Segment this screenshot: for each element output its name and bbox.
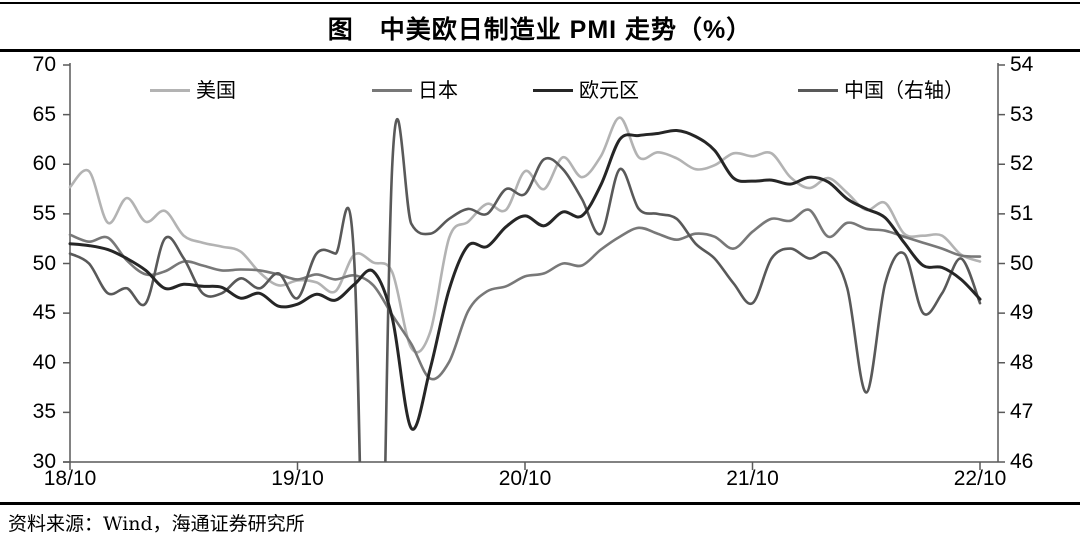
left-axis-label: 55 bbox=[32, 201, 56, 225]
x-axis-label: 18/10 bbox=[43, 467, 97, 490]
legend-label-japan: 日本 bbox=[418, 78, 458, 102]
china-line-swatch bbox=[798, 88, 838, 92]
right-axis-label: 54 bbox=[1010, 53, 1034, 76]
right-axis-label: 49 bbox=[1010, 301, 1034, 325]
legend-label-eurozone: 欧元区 bbox=[579, 78, 639, 102]
legend-item-china: 中国（右轴） bbox=[798, 79, 964, 101]
eurozone-series-line bbox=[68, 128, 982, 431]
us-line-swatch bbox=[150, 88, 190, 92]
legend-item-eurozone: 欧元区 bbox=[533, 79, 639, 101]
left-axis-label: 70 bbox=[32, 53, 56, 76]
right-axis-label: 47 bbox=[1010, 400, 1034, 424]
japan-series-line bbox=[68, 208, 982, 381]
bottom-rule bbox=[0, 502, 1080, 505]
x-axis-label: 22/10 bbox=[953, 467, 1007, 490]
x-axis-label: 20/10 bbox=[498, 467, 552, 490]
left-axis-label: 40 bbox=[32, 350, 56, 374]
top-rule bbox=[0, 2, 1080, 4]
right-axis-label: 53 bbox=[1010, 102, 1034, 126]
chart-title: 图 中美欧日制造业 PMI 走势（%） bbox=[327, 16, 753, 44]
right-axis-label: 46 bbox=[1010, 450, 1034, 473]
left-axis-label: 50 bbox=[32, 251, 56, 275]
left-axis-label: 65 bbox=[32, 102, 56, 126]
eurozone-line-swatch bbox=[533, 88, 573, 92]
right-axis-label: 51 bbox=[1010, 201, 1034, 225]
left-axis-label: 35 bbox=[32, 400, 56, 424]
left-axis-label: 30 bbox=[32, 450, 56, 473]
title-rule bbox=[0, 49, 1080, 52]
x-axis-label: 19/10 bbox=[271, 467, 324, 490]
left-axis-label: 45 bbox=[32, 301, 56, 325]
source-note: 资料来源：Wind，海通证券研究所 bbox=[8, 513, 305, 535]
left-axis-label: 60 bbox=[32, 152, 56, 176]
legend-item-us: 美国 bbox=[150, 79, 236, 101]
x-axis-label: 21/10 bbox=[726, 467, 779, 490]
legend-label-china: 中国（右轴） bbox=[844, 78, 964, 102]
right-axis-label: 48 bbox=[1010, 350, 1034, 374]
legend-item-japan: 日本 bbox=[372, 79, 458, 101]
us-series-line bbox=[68, 116, 982, 354]
japan-line-swatch bbox=[372, 88, 412, 92]
right-axis-label: 50 bbox=[1010, 251, 1034, 275]
legend-label-us: 美国 bbox=[196, 78, 236, 102]
china-series-line bbox=[68, 117, 982, 463]
right-axis-label: 52 bbox=[1010, 152, 1034, 176]
